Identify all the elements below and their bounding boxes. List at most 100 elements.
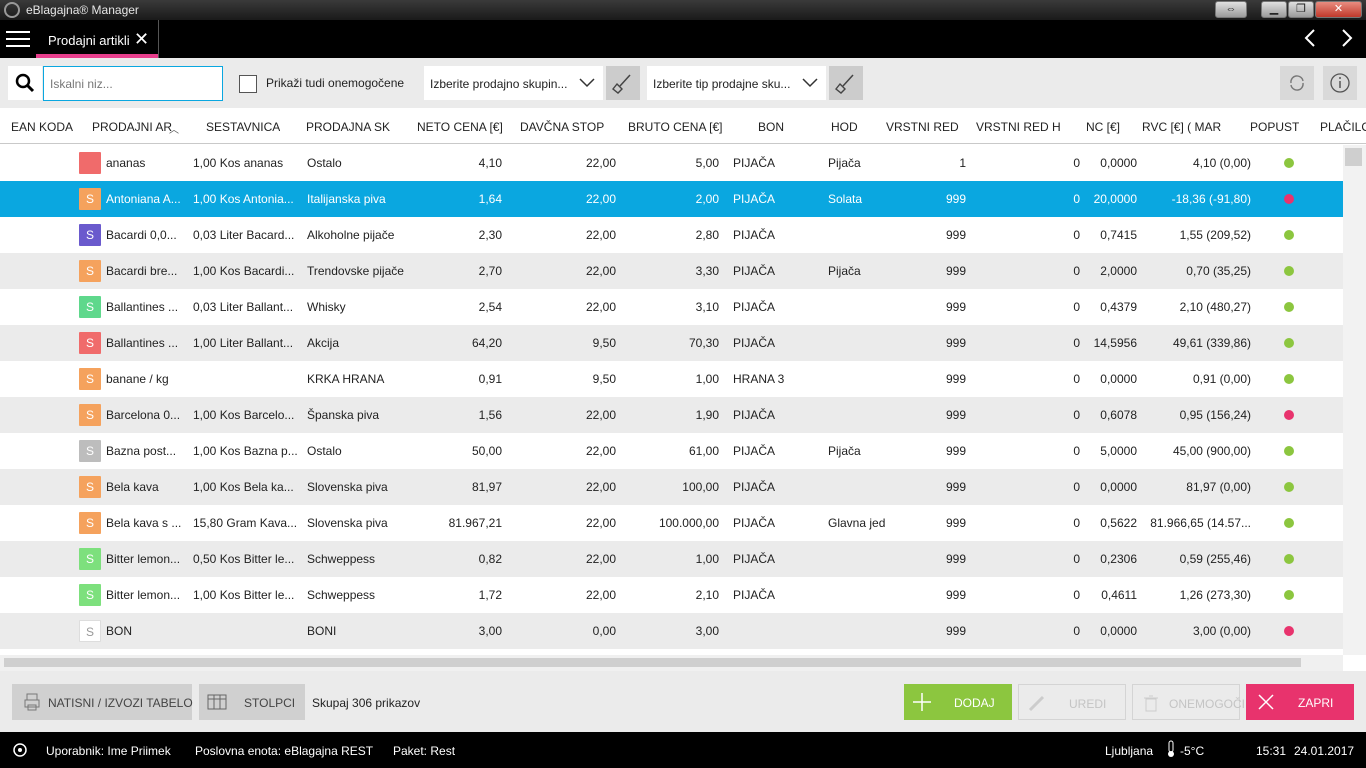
chevron-right-icon[interactable] bbox=[1340, 28, 1354, 54]
maximize-button[interactable]: ❐ bbox=[1288, 1, 1314, 18]
broom-icon bbox=[835, 74, 854, 94]
close-button[interactable]: ZAPRI bbox=[1246, 684, 1354, 720]
vertical-scroll-thumb[interactable] bbox=[1345, 148, 1362, 166]
edit-button[interactable]: UREDI bbox=[1018, 684, 1126, 720]
window-close-button[interactable]: ✕ bbox=[1315, 1, 1362, 18]
col-davcna-stopnja[interactable]: DAVČNA STOP bbox=[520, 120, 605, 134]
print-export-button[interactable]: NATISNI / IZVOZI TABELO bbox=[12, 684, 193, 720]
horizontal-scroll-thumb[interactable] bbox=[4, 658, 1301, 667]
cell-nc: 0,7415 bbox=[1100, 228, 1137, 242]
col-placilo[interactable]: PLAČILO bbox=[1320, 120, 1366, 134]
add-button[interactable]: DODAJ bbox=[904, 684, 1012, 720]
col-neto-cena[interactable]: NETO CENA [€] bbox=[417, 120, 503, 134]
cell-rvc: 0,91 (0,00) bbox=[1192, 372, 1251, 386]
cell-nc: 14,5956 bbox=[1093, 336, 1137, 350]
cell-name: Bitter lemon... bbox=[106, 552, 181, 566]
table-row[interactable]: S Antoniana A... 1,00 Kos Antonia... Italij… bbox=[0, 181, 1343, 217]
cell-recipe: 1,00 Kos Barcelo... bbox=[193, 408, 295, 422]
cell-order: 999 bbox=[945, 228, 966, 242]
tab-bar: Prodajni artikli ✕ bbox=[0, 20, 1366, 58]
disable-button[interactable]: ONEMOGOČI bbox=[1132, 684, 1245, 720]
table-header: EAN KODA PRODAJNI AR ︿ SESTAVNICA PRODAJ… bbox=[0, 108, 1366, 144]
table-row[interactable]: S Bela kava s ... 15,80 Gram Kava... Sloven… bbox=[0, 505, 1343, 541]
app-icon bbox=[4, 2, 20, 18]
col-popust[interactable]: POPUST bbox=[1250, 120, 1300, 134]
cell-tax-rate: 22,00 bbox=[585, 408, 616, 422]
show-disabled-checkbox[interactable] bbox=[239, 75, 257, 93]
vertical-scrollbar[interactable] bbox=[1343, 145, 1366, 655]
cell-name: Bela kava s ... bbox=[106, 516, 182, 530]
filter-toolbar: Prikaži tudi onemogočene Izberite prodaj… bbox=[0, 58, 1366, 108]
table-row[interactable]: ananas 1,00 Kos ananas Ostalo 4,10 22,00 5,00… bbox=[0, 145, 1343, 181]
cell-net-price: 1,56 bbox=[478, 408, 502, 422]
cell-order-h: 0 bbox=[1073, 372, 1080, 386]
table-row[interactable]: S Barcelona 0... 1,00 Kos Barcelo... Špansk… bbox=[0, 397, 1343, 433]
col-rvc[interactable]: RVC [€] ( MAR bbox=[1142, 120, 1222, 134]
sort-icon[interactable]: ︿ bbox=[169, 125, 179, 136]
table-row[interactable]: S Ballantines ... 1,00 Liter Ballant... Akc… bbox=[0, 325, 1343, 361]
tab-label: Prodajni artikli bbox=[48, 33, 130, 48]
close-icon[interactable]: ✕ bbox=[134, 29, 150, 49]
table-row[interactable]: S Bitter lemon... 1,00 Kos Bitter le... Sch… bbox=[0, 577, 1343, 613]
table-row[interactable]: S BON BONI 3,00 0,00 3,00 999 0 0,0000 3,00 (0,00… bbox=[0, 613, 1343, 649]
cell-bon: PIJAČA bbox=[733, 264, 776, 278]
cell-name: Bela kava bbox=[106, 480, 159, 494]
item-color-badge: S bbox=[79, 224, 101, 246]
cell-name: BON bbox=[106, 624, 133, 638]
cell-name: Ballantines ... bbox=[106, 336, 179, 350]
cell-gross-price: 2,10 bbox=[695, 588, 719, 602]
discount-status-dot bbox=[1284, 446, 1294, 456]
cell-group: Alkoholne pijače bbox=[307, 228, 395, 242]
menu-icon[interactable] bbox=[6, 31, 30, 47]
discount-status-dot bbox=[1284, 230, 1294, 240]
discount-status-dot bbox=[1284, 626, 1294, 636]
cell-tax-rate: 22,00 bbox=[585, 516, 616, 530]
restore-size-button[interactable]: ⇔ bbox=[1215, 1, 1247, 18]
col-prodajna-skupina[interactable]: PRODAJNA SK bbox=[306, 120, 391, 134]
table-row[interactable]: S Bela kava 1,00 Kos Bela ka... Slovenska p… bbox=[0, 469, 1343, 505]
info-button[interactable] bbox=[1323, 66, 1357, 100]
table-row[interactable]: S Bitter lemon... 0,50 Kos Bitter le... Sch… bbox=[0, 541, 1343, 577]
col-bruto-cena[interactable]: BRUTO CENA [€] bbox=[628, 120, 723, 134]
tab-prodajni-artikli[interactable]: Prodajni artikli ✕ bbox=[36, 20, 159, 58]
cell-recipe: 1,00 Kos Bela ka... bbox=[193, 480, 294, 494]
table-row[interactable]: S Ballantines ... 0,03 Liter Ballant... Whi… bbox=[0, 289, 1343, 325]
sales-group-select[interactable]: Izberite prodajno skupin... bbox=[424, 66, 603, 100]
clear-sales-type-button[interactable] bbox=[829, 66, 863, 100]
columns-button[interactable]: STOLPCI bbox=[199, 684, 305, 720]
cell-bon: HRANA 3 bbox=[733, 372, 785, 386]
cell-nc: 2,0000 bbox=[1100, 264, 1137, 278]
search-input[interactable] bbox=[43, 66, 223, 101]
col-sestavnica[interactable]: SESTAVNICA bbox=[206, 120, 281, 134]
search-button[interactable] bbox=[8, 66, 42, 100]
col-hod[interactable]: HOD bbox=[831, 120, 858, 134]
cell-gross-price: 100,00 bbox=[682, 480, 719, 494]
chevron-left-icon[interactable] bbox=[1303, 28, 1317, 54]
minimize-button[interactable]: ▁ bbox=[1261, 1, 1287, 18]
refresh-button[interactable] bbox=[1280, 66, 1314, 100]
cell-recipe: 0,03 Liter Bacard... bbox=[193, 228, 295, 242]
cell-net-price: 1,72 bbox=[478, 588, 502, 602]
table-row[interactable]: S Bacardi bre... 1,00 Kos Bacardi... Trendo… bbox=[0, 253, 1343, 289]
cell-tax-rate: 22,00 bbox=[585, 480, 616, 494]
cell-hod: Solata bbox=[828, 192, 863, 206]
cell-gross-price: 1,90 bbox=[695, 408, 719, 422]
table-row[interactable]: S Bacardi 0,0... 0,03 Liter Bacard... Alkoh… bbox=[0, 217, 1343, 253]
cell-gross-price: 3,10 bbox=[695, 300, 719, 314]
cell-order: 999 bbox=[945, 372, 966, 386]
cell-order-h: 0 bbox=[1073, 228, 1080, 242]
col-nc[interactable]: NC [€] bbox=[1086, 120, 1121, 134]
horizontal-scrollbar[interactable] bbox=[0, 655, 1343, 671]
sales-type-select[interactable]: Izberite tip prodajne sku... bbox=[647, 66, 826, 100]
col-bon[interactable]: BON bbox=[758, 120, 785, 134]
table-row[interactable]: S Bazna post... 1,00 Kos Bazna p... Ostalo 5… bbox=[0, 433, 1343, 469]
cell-net-price: 2,70 bbox=[478, 264, 502, 278]
col-vrstni-red-h[interactable]: VRSTNI RED H bbox=[976, 120, 1061, 134]
clear-sales-group-button[interactable] bbox=[606, 66, 640, 100]
col-prodajni-artikel[interactable]: PRODAJNI AR bbox=[92, 120, 172, 134]
discount-status-dot bbox=[1284, 194, 1294, 204]
col-vrstni-red[interactable]: VRSTNI RED bbox=[886, 120, 959, 134]
col-ean[interactable]: EAN KODA bbox=[11, 120, 74, 134]
discount-status-dot bbox=[1284, 374, 1294, 384]
